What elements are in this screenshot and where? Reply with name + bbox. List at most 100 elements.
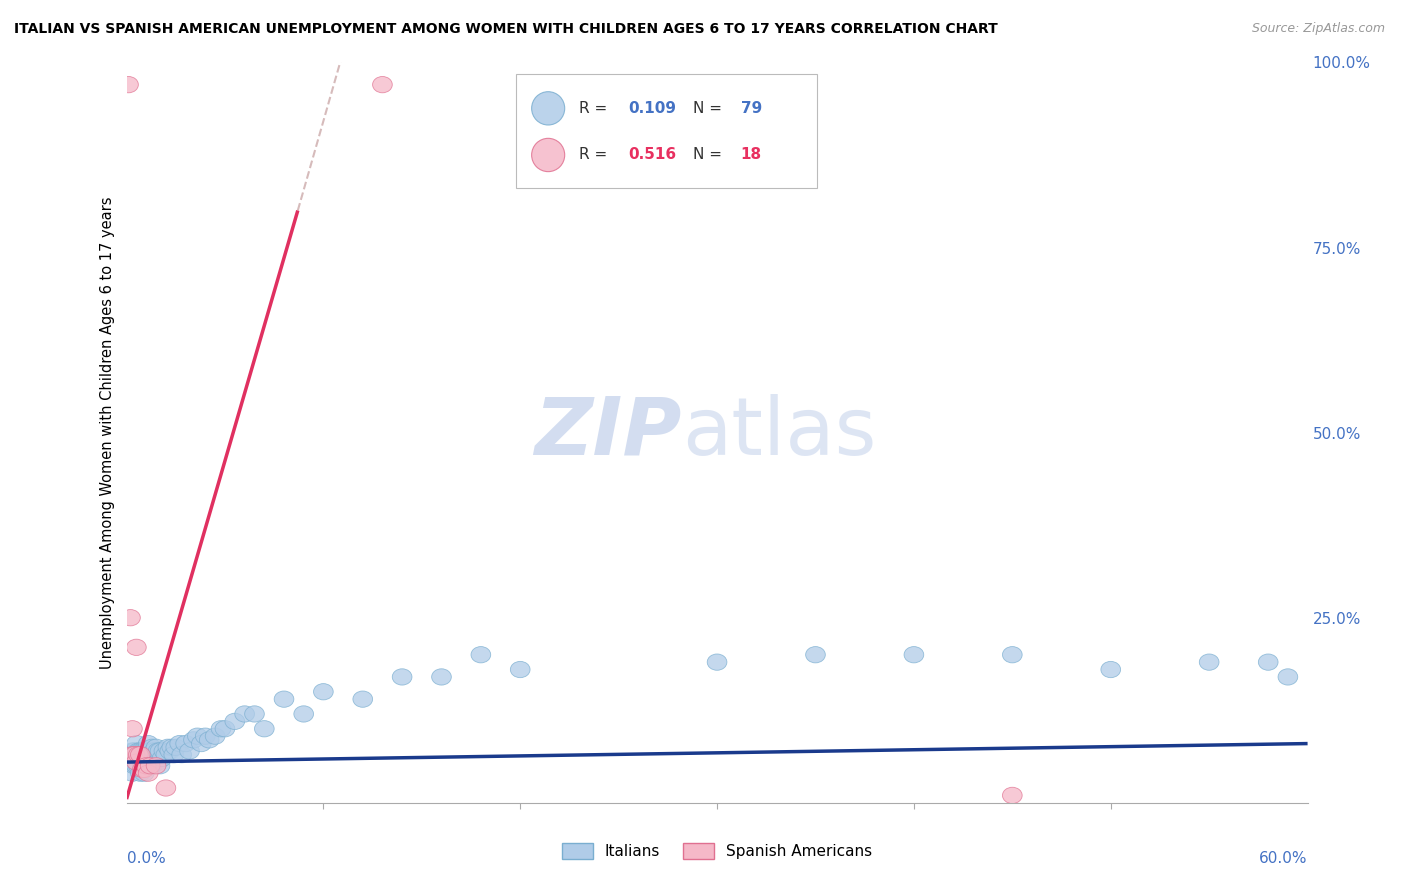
Text: ZIP: ZIP: [534, 393, 682, 472]
Ellipse shape: [132, 757, 152, 774]
Ellipse shape: [122, 747, 142, 763]
Ellipse shape: [531, 92, 565, 125]
Ellipse shape: [235, 706, 254, 723]
Ellipse shape: [122, 765, 142, 781]
Ellipse shape: [128, 757, 148, 774]
Ellipse shape: [1101, 661, 1121, 678]
Ellipse shape: [146, 739, 166, 756]
Ellipse shape: [121, 609, 141, 626]
Ellipse shape: [191, 735, 211, 752]
Ellipse shape: [225, 714, 245, 730]
Ellipse shape: [138, 765, 157, 781]
Ellipse shape: [392, 669, 412, 685]
Ellipse shape: [145, 754, 165, 770]
Ellipse shape: [155, 743, 174, 759]
Ellipse shape: [211, 721, 231, 737]
Ellipse shape: [138, 747, 157, 763]
Ellipse shape: [274, 691, 294, 707]
Ellipse shape: [187, 728, 207, 744]
Ellipse shape: [314, 683, 333, 700]
Ellipse shape: [146, 757, 166, 774]
Ellipse shape: [166, 739, 186, 756]
Ellipse shape: [118, 754, 138, 770]
Text: 0.0%: 0.0%: [127, 851, 166, 866]
Ellipse shape: [254, 721, 274, 737]
Ellipse shape: [125, 757, 145, 774]
Ellipse shape: [122, 743, 142, 759]
Ellipse shape: [150, 757, 170, 774]
Ellipse shape: [531, 138, 565, 171]
Ellipse shape: [156, 747, 176, 763]
Ellipse shape: [1278, 669, 1298, 685]
FancyBboxPatch shape: [516, 73, 817, 188]
Ellipse shape: [294, 706, 314, 723]
Text: 0.109: 0.109: [628, 101, 676, 116]
Ellipse shape: [1199, 654, 1219, 670]
Ellipse shape: [118, 77, 138, 93]
Ellipse shape: [127, 640, 146, 656]
Ellipse shape: [121, 747, 141, 763]
Text: R =: R =: [579, 147, 612, 162]
Ellipse shape: [180, 743, 200, 759]
Ellipse shape: [215, 721, 235, 737]
Ellipse shape: [138, 735, 157, 752]
Y-axis label: Unemployment Among Women with Children Ages 6 to 17 years: Unemployment Among Women with Children A…: [100, 196, 115, 669]
Ellipse shape: [122, 721, 142, 737]
Ellipse shape: [141, 754, 160, 770]
Text: R =: R =: [579, 101, 612, 116]
Text: ITALIAN VS SPANISH AMERICAN UNEMPLOYMENT AMONG WOMEN WITH CHILDREN AGES 6 TO 17 : ITALIAN VS SPANISH AMERICAN UNEMPLOYMENT…: [14, 22, 998, 37]
Ellipse shape: [131, 750, 150, 766]
Ellipse shape: [136, 747, 156, 763]
Ellipse shape: [170, 735, 190, 752]
Ellipse shape: [145, 743, 165, 759]
Ellipse shape: [146, 750, 166, 766]
Ellipse shape: [127, 735, 146, 752]
Text: 79: 79: [741, 101, 762, 116]
Ellipse shape: [432, 669, 451, 685]
Ellipse shape: [131, 747, 150, 763]
Ellipse shape: [1002, 647, 1022, 663]
Text: N =: N =: [693, 101, 727, 116]
Ellipse shape: [205, 728, 225, 744]
Text: 18: 18: [741, 147, 762, 162]
Ellipse shape: [142, 739, 162, 756]
Ellipse shape: [132, 743, 152, 759]
Ellipse shape: [125, 747, 145, 763]
Ellipse shape: [245, 706, 264, 723]
Ellipse shape: [148, 743, 167, 759]
Ellipse shape: [127, 757, 146, 774]
Ellipse shape: [152, 750, 172, 766]
Ellipse shape: [904, 647, 924, 663]
Ellipse shape: [135, 762, 155, 778]
Ellipse shape: [172, 747, 191, 763]
Ellipse shape: [184, 731, 204, 748]
Ellipse shape: [200, 731, 219, 748]
Ellipse shape: [142, 757, 162, 774]
Ellipse shape: [148, 754, 167, 770]
Ellipse shape: [1002, 788, 1022, 804]
Ellipse shape: [138, 757, 157, 774]
Ellipse shape: [128, 747, 148, 763]
Text: 0.516: 0.516: [628, 147, 676, 162]
Text: Source: ZipAtlas.com: Source: ZipAtlas.com: [1251, 22, 1385, 36]
Ellipse shape: [131, 765, 150, 781]
Ellipse shape: [135, 765, 155, 781]
Ellipse shape: [806, 647, 825, 663]
Ellipse shape: [136, 757, 156, 774]
Ellipse shape: [125, 743, 145, 759]
Text: N =: N =: [693, 147, 727, 162]
Ellipse shape: [707, 654, 727, 670]
Ellipse shape: [373, 77, 392, 93]
Ellipse shape: [150, 743, 170, 759]
Ellipse shape: [471, 647, 491, 663]
Text: atlas: atlas: [682, 393, 876, 472]
Ellipse shape: [141, 743, 160, 759]
Ellipse shape: [176, 735, 195, 752]
Ellipse shape: [136, 757, 156, 774]
Ellipse shape: [510, 661, 530, 678]
Ellipse shape: [136, 743, 156, 759]
Ellipse shape: [160, 743, 180, 759]
Ellipse shape: [132, 762, 152, 778]
Ellipse shape: [162, 739, 181, 756]
Legend: Italians, Spanish Americans: Italians, Spanish Americans: [555, 838, 879, 865]
